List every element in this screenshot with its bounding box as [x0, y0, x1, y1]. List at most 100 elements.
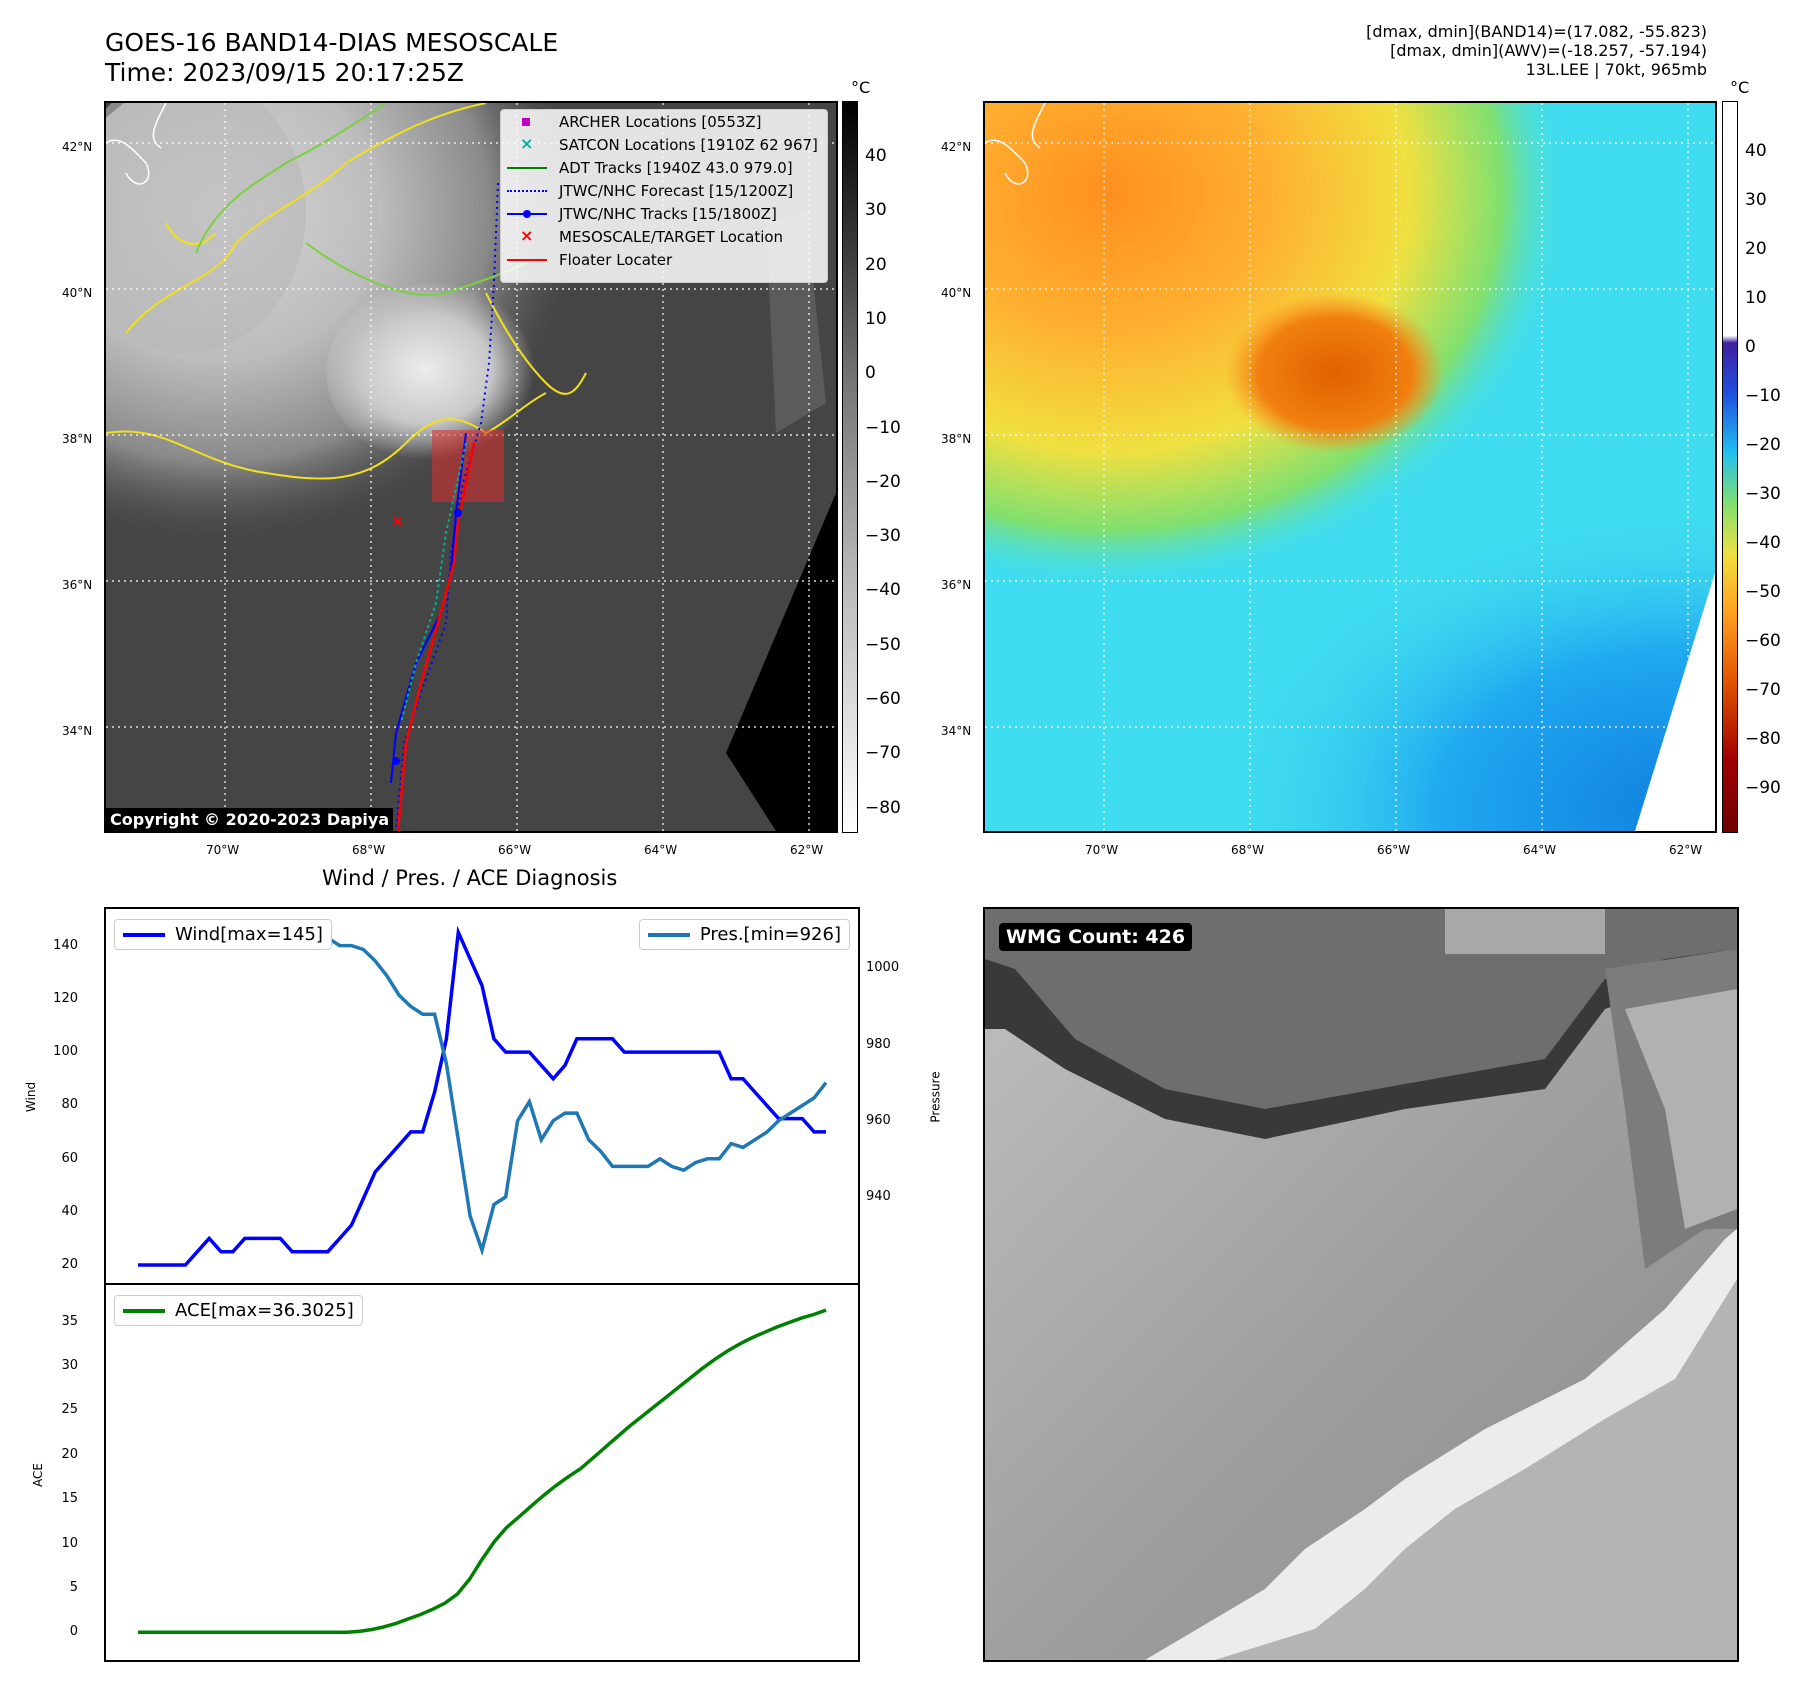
colorbar-tick-label: −70 — [1745, 680, 1781, 700]
colorbar-tick-label: −40 — [1745, 533, 1781, 553]
track-legend: ARCHER Locations [0553Z] × SATCON Location… — [500, 109, 828, 283]
colorbar-tick-label: 0 — [865, 363, 876, 384]
ace-y-tick: 30 — [61, 1358, 78, 1373]
legend-item: Floater Locater — [501, 248, 827, 271]
ace-legend-swatch — [123, 1308, 165, 1313]
colorbar-tick-label: 30 — [865, 200, 887, 221]
legend-item: ARCHER Locations [0553Z] — [501, 110, 827, 133]
ace-y-tick: 10 — [61, 1535, 78, 1551]
ir-lon-label: 70°W — [206, 843, 240, 857]
colorbar-tick-label: 40 — [865, 146, 887, 166]
pres-legend: Pres.[min=926] — [638, 919, 850, 950]
ace-panel: ACE[max=36.3025] — [104, 1283, 860, 1662]
colorbar-tick-label: −60 — [865, 689, 901, 709]
legend-symbol — [507, 207, 547, 221]
legend-item: × SATCON Locations [1910Z 62 967] — [501, 133, 827, 156]
pres-series-line — [138, 928, 828, 1257]
wv-lon-label: 62°W — [1669, 843, 1703, 857]
floater-box — [432, 430, 504, 502]
legend-item: ADT Tracks [1940Z 43.0 979.0] — [501, 156, 827, 179]
legend-item: × MESOSCALE/TARGET Location — [501, 225, 827, 248]
wind-legend-swatch — [123, 932, 165, 937]
colorbar-tick-label: 20 — [865, 254, 887, 275]
ace-y-tick: 25 — [61, 1402, 78, 1418]
wv-colorbar-unit: °C — [1730, 78, 1750, 97]
legend-label: ARCHER Locations [0553Z] — [559, 112, 762, 131]
colorbar-tick-label: −50 — [865, 634, 901, 655]
ace-y-tick: 35 — [61, 1313, 78, 1329]
legend-symbol — [507, 115, 547, 129]
wind-legend: Wind[max=145] — [114, 919, 332, 950]
stats-line-1: [dmax, dmin](BAND14)=(17.082, -55.823) — [1366, 22, 1707, 41]
wind-y-tick: 120 — [53, 990, 78, 1006]
ir-lon-label: 68°W — [352, 843, 386, 857]
pres-y-tick: 960 — [866, 1112, 891, 1128]
colorbar-tick-label: 10 — [865, 308, 887, 329]
ace-legend: ACE[max=36.3025] — [114, 1295, 363, 1326]
wind-ylabel: Wind — [24, 1081, 39, 1113]
colorbar-tick-label: −90 — [1745, 778, 1781, 798]
wv-lat-label: 34°N — [941, 724, 972, 738]
legend-item: JTWC/NHC Forecast [15/1200Z] — [501, 179, 827, 202]
stats-title: [dmax, dmin](BAND14)=(17.082, -55.823) [… — [1366, 22, 1707, 79]
legend-label: Floater Locater — [559, 250, 673, 269]
ir-lat-label: 38°N — [62, 432, 93, 446]
wind-y-tick: 140 — [53, 937, 78, 953]
wind-legend-label: Wind[max=145] — [175, 924, 323, 945]
legend-symbol: × — [520, 225, 534, 245]
colorbar-tick-label: −10 — [1745, 386, 1781, 406]
ir-colorbar — [842, 101, 858, 833]
wind-y-tick: 40 — [61, 1203, 78, 1219]
ir-lon-label: 66°W — [498, 843, 532, 857]
wind-y-tick: 60 — [61, 1150, 78, 1166]
ir-lat-label: 40°N — [62, 286, 93, 300]
colorbar-tick-label: 10 — [1745, 288, 1767, 308]
legend-symbol — [507, 253, 547, 267]
colorbar-tick-label: 0 — [1745, 337, 1756, 357]
colorbar-tick-label: −60 — [1745, 631, 1781, 651]
wmg-image — [985, 909, 1737, 1660]
ace-y-tick: 0 — [69, 1624, 78, 1640]
ace-series-line — [138, 1308, 827, 1635]
legend-item: JTWC/NHC Tracks [15/1800Z] — [501, 202, 827, 225]
wmg-panel: WMG Count: 426 — [983, 907, 1739, 1662]
colorbar-tick-label: −40 — [865, 580, 901, 601]
colorbar-tick-label: −70 — [865, 743, 901, 764]
ace-y-tick: 5 — [69, 1579, 78, 1595]
ir-lat-label: 42°N — [62, 140, 93, 154]
legend-label: MESOSCALE/TARGET Location — [559, 227, 784, 246]
wv-lon-label: 70°W — [1085, 843, 1119, 857]
wv-lon-label: 68°W — [1231, 843, 1265, 857]
legend-symbol — [507, 184, 547, 198]
ir-map-panel: × Copyright © 2020-2023 Dapiya ARCHER Lo… — [104, 101, 838, 833]
stats-line-3: 13L.LEE | 70kt, 965mb — [1525, 60, 1707, 79]
diag-title: Wind / Pres. / ACE Diagnosis — [322, 866, 618, 890]
wind-y-tick: 20 — [61, 1257, 78, 1272]
svg-text:×: × — [391, 511, 404, 530]
wv-map-image — [985, 103, 1715, 831]
ir-lat-label: 34°N — [62, 724, 93, 738]
colorbar-tick-label: 30 — [1745, 190, 1767, 210]
pres-ylabel: Pressure — [928, 1071, 943, 1123]
pres-y-tick: 1000 — [866, 960, 900, 976]
pres-y-tick: 980 — [866, 1036, 891, 1052]
copyright-label: Copyright © 2020-2023 Dapiya — [106, 808, 394, 831]
pres-y-tick: 940 — [866, 1188, 891, 1204]
pres-legend-label: Pres.[min=926] — [699, 924, 841, 945]
colorbar-tick-label: −30 — [1745, 484, 1781, 504]
legend-label: JTWC/NHC Tracks [15/1800Z] — [559, 204, 777, 223]
wv-lat-label: 42°N — [941, 140, 972, 154]
ace-y-tick: 15 — [61, 1491, 78, 1507]
wv-lon-label: 64°W — [1523, 843, 1557, 857]
wv-lat-label: 40°N — [941, 286, 972, 300]
wind-y-tick: 80 — [61, 1097, 78, 1113]
title-line-1: GOES-16 BAND14-DIAS MESOSCALE — [105, 28, 559, 57]
ir-lon-label: 64°W — [644, 843, 678, 857]
legend-label: JTWC/NHC Forecast [15/1200Z] — [559, 181, 794, 200]
colorbar-tick-label: −30 — [865, 526, 901, 547]
wmg-count-badge: WMG Count: 426 — [999, 923, 1193, 951]
ir-lon-label: 62°W — [790, 843, 824, 857]
wv-lon-label: 66°W — [1377, 843, 1411, 857]
title-line-2: Time: 2023/09/15 20:17:25Z — [105, 58, 464, 87]
wv-lat-label: 38°N — [941, 432, 972, 446]
